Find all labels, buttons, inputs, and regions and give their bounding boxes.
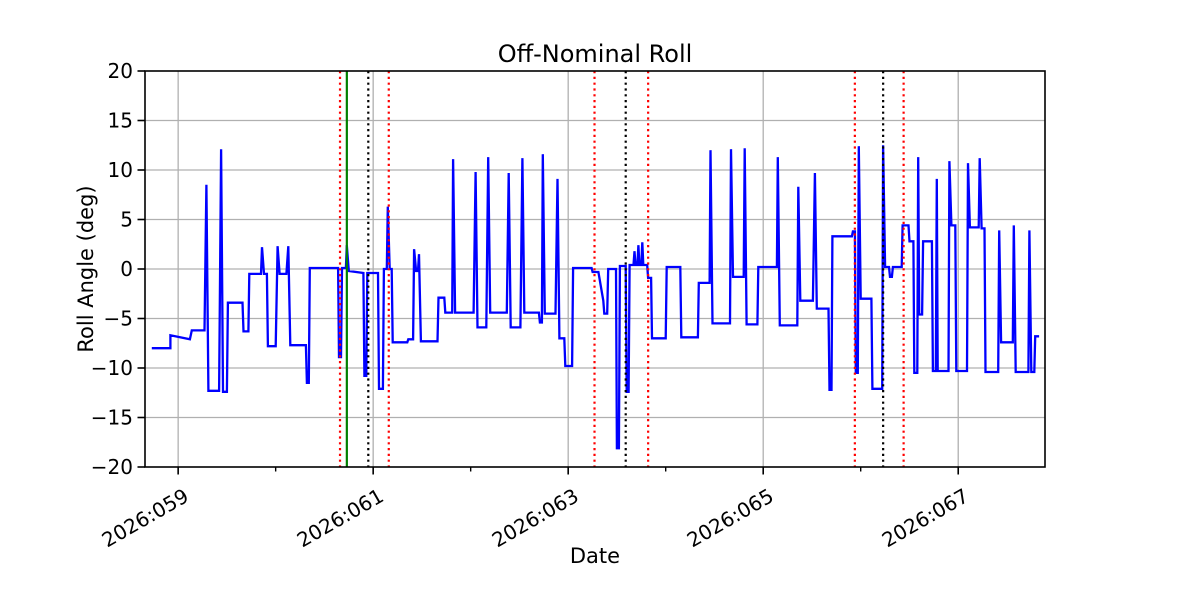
x-tick-label: 2026:063 xyxy=(488,484,583,553)
series-off-nominal-roll xyxy=(151,145,1040,450)
y-tick-label: −10 xyxy=(91,356,133,380)
y-tick-label: 15 xyxy=(108,109,133,133)
y-tick-label: 10 xyxy=(108,158,133,182)
x-tick-label: 2026:061 xyxy=(293,484,388,553)
y-tick-label: −5 xyxy=(104,307,133,331)
y-tick-label: −20 xyxy=(91,455,133,479)
x-axis-label: Date xyxy=(570,544,620,568)
x-tick-label: 2026:065 xyxy=(683,484,778,553)
chart-title: Off-Nominal Roll xyxy=(498,40,693,68)
axis-ticks xyxy=(137,70,960,475)
x-tick-label: 2026:059 xyxy=(98,484,193,553)
event-vlines xyxy=(338,71,905,467)
y-tick-label: 0 xyxy=(120,257,133,281)
y-tick-label: −15 xyxy=(91,406,133,430)
x-tick-label: 2026:067 xyxy=(878,484,973,553)
y-tick-label: 5 xyxy=(120,208,133,232)
roll-series-line xyxy=(151,145,1040,450)
y-tick-label: 20 xyxy=(108,59,133,83)
y-axis-label: Roll Angle (deg) xyxy=(74,185,98,352)
